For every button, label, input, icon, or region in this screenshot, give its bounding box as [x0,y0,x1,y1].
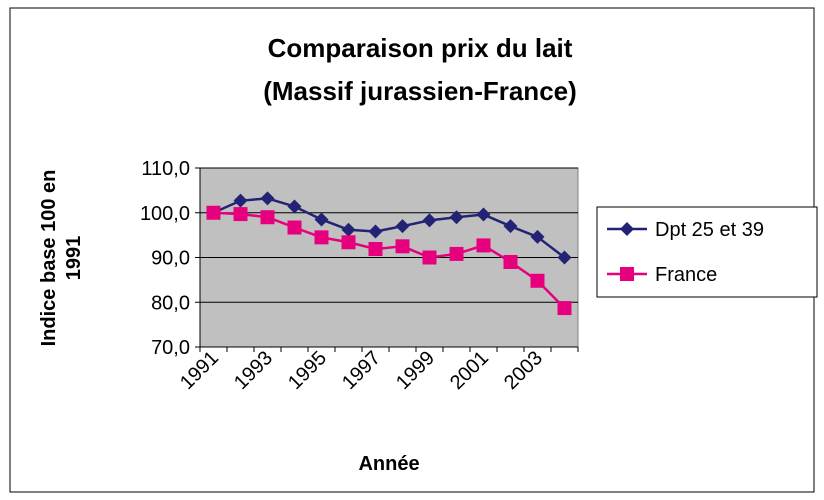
marker [449,246,464,261]
y-axis-label: Indice base 100 en [38,170,60,347]
marker [314,212,329,227]
y-tick-label: 110,0 [141,158,190,180]
marker [287,199,302,214]
marker [503,219,518,234]
marker [530,273,545,288]
marker [422,213,437,228]
marker [368,224,383,239]
marker [341,222,356,237]
legend-label: Dpt 25 et 39 [655,219,764,241]
marker [476,238,491,253]
y-tick-label: 90,0 [151,248,190,270]
marker [422,250,437,265]
marker [233,193,248,208]
x-axis-label: Année [358,453,419,475]
y-axis-label: 1991 [63,236,85,281]
legend-marker [620,267,634,281]
marker [233,207,248,222]
marker [206,205,221,220]
marker [260,191,275,206]
marker [341,235,356,250]
marker [260,210,275,225]
y-tick-label: 100,0 [140,203,190,225]
marker [530,229,545,244]
y-tick-label: 80,0 [151,292,190,314]
marker [287,220,302,235]
chart-title: Comparaison prix du lait [268,33,573,63]
marker [557,250,572,265]
chart-title: (Massif jurassien-France) [263,76,577,106]
marker [449,210,464,225]
marker [395,239,410,254]
legend-marker [620,222,634,236]
marker [395,219,410,234]
legend [596,206,818,298]
marker [503,254,518,269]
marker [557,301,572,316]
y-tick-label: 70,0 [151,337,190,359]
marker [476,207,491,222]
marker [368,241,383,256]
marker [314,230,329,245]
legend-label: France [655,264,717,286]
